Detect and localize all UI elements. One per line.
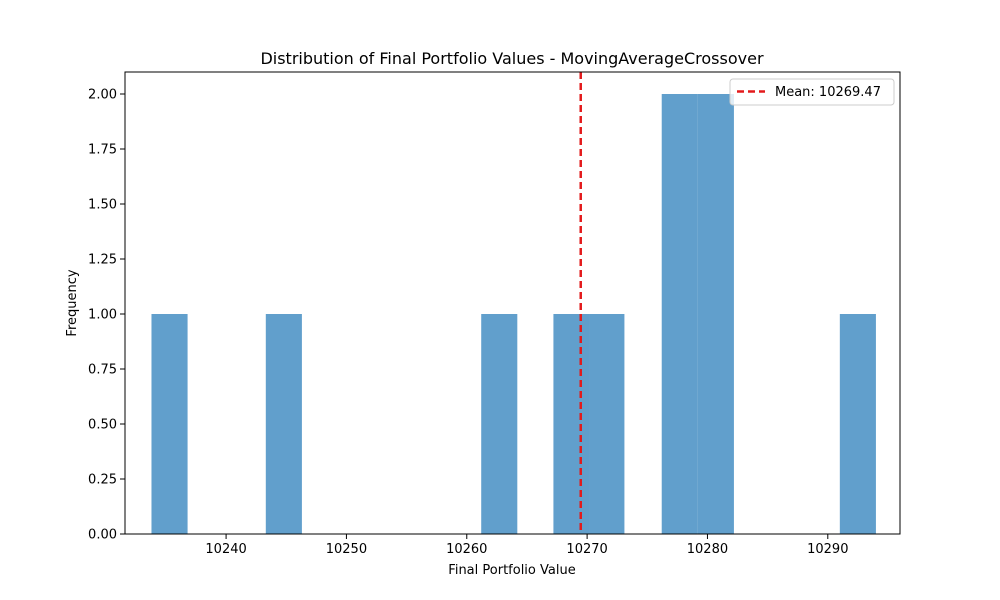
histogram-bar [265,314,302,534]
histogram-bar [589,314,625,534]
y-tick-label: 1.25 [88,253,117,268]
y-tick-label: 0.00 [88,528,117,543]
legend-mean-label: Mean: 10269.47 [775,85,881,100]
x-tick-label: 10280 [687,542,728,557]
histogram-bar [839,314,876,534]
y-tick-label: 0.75 [88,363,117,378]
y-axis-label: Frequency [65,269,80,336]
histogram-bar [697,94,734,534]
y-tick-label: 1.00 [88,308,117,323]
x-axis-label: Final Portfolio Value [448,563,575,578]
x-tick-label: 10260 [446,542,487,557]
y-tick-label: 2.00 [88,88,117,103]
y-axis-ticks: 0.00 0.25 0.50 0.75 1.00 1.25 1.50 1.75 2.00 [88,88,125,543]
y-tick-label: 1.50 [88,198,117,213]
histogram-bar [481,314,518,534]
x-tick-label: 10250 [326,542,367,557]
x-tick-label: 10240 [205,542,246,557]
legend: Mean: 10269.47 [729,78,895,106]
legend-box [729,78,895,106]
x-axis-ticks: 10240 10250 10260 10270 10280 10290 [205,534,848,557]
histogram-bars [151,94,876,534]
y-tick-label: 0.25 [88,473,117,488]
y-tick-label: 1.75 [88,143,117,158]
y-tick-label: 0.50 [88,418,117,433]
histogram-bar [553,314,590,534]
x-tick-label: 10290 [807,542,848,557]
x-tick-label: 10270 [566,542,607,557]
plot-frame [124,71,901,535]
histogram-bar [661,94,698,534]
histogram-bar [151,314,188,534]
chart-title: Distribution of Final Portfolio Values -… [260,49,763,68]
